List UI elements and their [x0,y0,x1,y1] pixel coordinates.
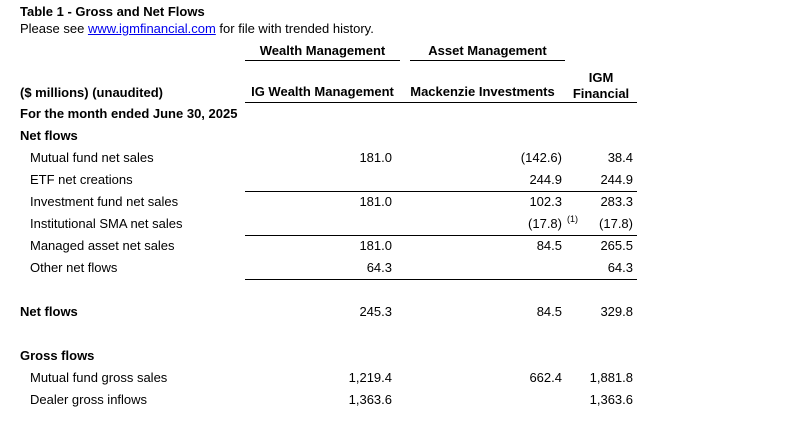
ig-wealth-value: 1,219.4 [348,370,392,385]
group-header-asset: Asset Management [400,42,565,61]
mackenzie-value: 662.4 [400,367,565,389]
ig-wealth-value [245,169,400,192]
table-row: Mutual fund net sales 181.0 (142.6) 38.4 [20,147,637,169]
column-header-units: ($ millions) (unaudited) [20,85,163,100]
row-label: Mutual fund net sales [30,150,154,165]
table-row: Gross flows [20,345,637,367]
igm-financial-value: 1,881.8 [589,370,633,385]
row-label: Gross flows [20,348,95,363]
column-header-igm-line2: Financial [572,86,630,101]
table-row: For the month ended June 30, 2025 [20,103,637,125]
column-header-mackenzie: Mackenzie Investments [400,61,565,103]
table-row [20,279,637,301]
ig-wealth-value: 1,363.6 [348,392,392,407]
igm-financial-value: 64.3 [565,257,637,280]
igm-financial-value: 38.4 [607,150,633,165]
ig-wealth-value [245,213,400,236]
igm-financial-value [565,125,637,147]
subtitle: Please see www.igmfinancial.com for file… [20,20,807,37]
group-header-wealth: Wealth Management [245,42,400,61]
mackenzie-value: 102.3 [400,191,565,213]
ig-wealth-value [245,103,400,125]
ig-wealth-value: 181.0 [359,238,392,253]
table-body: For the month ended June 30, 2025 Net fl… [20,103,637,411]
igmfinancial-link[interactable]: www.igmfinancial.com [87,21,216,36]
mackenzie-value-text: 84.5 [536,238,562,253]
mackenzie-value: 244.9 [400,169,565,192]
column-header-row: ($ millions) (unaudited) IG Wealth Manag… [20,61,637,103]
group-header-wealth-label: Wealth Management [245,42,400,61]
mackenzie-value [400,257,565,280]
row-label [20,279,245,301]
table-title: Table 1 - Gross and Net Flows [20,4,205,19]
row-label: Institutional SMA net sales [30,216,183,231]
mackenzie-value-text: 662.4 [529,370,562,385]
igm-financial-value: 1,363.6 [589,392,633,407]
row-label: Other net flows [30,260,118,275]
table-row: ETF net creations 244.9 244.9 [20,169,637,192]
row-label [20,323,245,345]
subtitle-suffix: for file with trended history. [215,21,374,36]
mackenzie-value: 84.5 [400,301,565,323]
row-label: Dealer gross inflows [30,392,148,407]
column-header-igm: IGM Financial [565,61,637,103]
row-label: For the month ended June 30, 2025 [20,106,238,121]
row-label: ETF net creations [30,172,133,187]
igm-financial-value [565,345,637,367]
igm-financial-value: (17.8) [565,213,637,236]
mackenzie-value [400,103,565,125]
row-label: Net flows [20,128,78,143]
igm-financial-value: 244.9 [565,169,637,192]
table-row: Dealer gross inflows 1,363.6 1,363.6 [20,389,637,411]
ig-wealth-value [245,323,400,345]
table-row: Net flows [20,125,637,147]
row-label: Investment fund net sales [30,194,179,209]
ig-wealth-value: 64.3 [245,257,400,280]
mackenzie-value-text: 102.3 [529,194,562,209]
ig-wealth-value: 181.0 [359,150,392,165]
row-label: Mutual fund gross sales [30,370,168,385]
mackenzie-value [400,279,565,301]
table-row: Other net flows 64.3 64.3 [20,257,637,280]
ig-wealth-value [245,345,400,367]
column-header-ig: IG Wealth Management [245,61,400,103]
table-row: Net flows 245.3 84.5 329.8 [20,301,637,323]
flows-table: Wealth Management Asset Management ($ mi… [20,41,637,411]
subtitle-prefix: Please see [20,21,88,36]
igm-financial-value [565,279,637,301]
ig-wealth-value: 245.3 [359,304,392,319]
mackenzie-value: 84.5 [400,235,565,257]
row-label: Net flows [20,304,78,319]
igm-financial-value [565,103,637,125]
table-row: Institutional SMA net sales (17.8) (1) (1… [20,213,637,236]
row-label: Managed asset net sales [30,238,175,253]
mackenzie-value-text: (142.6) [520,150,562,165]
igm-financial-value: 329.8 [600,304,633,319]
igm-financial-value [565,323,637,345]
mackenzie-value-text: 244.9 [529,172,562,187]
ig-wealth-value [245,125,400,147]
footnote-ref: (1) [567,214,578,224]
group-header-row: Wealth Management Asset Management [20,41,637,61]
ig-wealth-value [245,279,400,301]
mackenzie-value: (17.8) (1) [400,213,578,236]
mackenzie-value [400,323,565,345]
mackenzie-value-text: 84.5 [536,304,562,319]
column-header-igm-line1: IGM [588,70,614,85]
group-header-asset-label: Asset Management [410,42,565,61]
table-row: Investment fund net sales 181.0 102.3 28… [20,191,637,213]
table-row [20,323,637,345]
mackenzie-value [400,125,565,147]
mackenzie-value: (142.6) [400,147,565,169]
mackenzie-value [400,389,565,411]
igm-financial-value: 283.3 [600,194,633,209]
table-row: Managed asset net sales 181.0 84.5 265.5 [20,235,637,257]
mackenzie-value-text: (17.8) [528,216,562,231]
table-row: Mutual fund gross sales 1,219.4 662.4 1,… [20,367,637,389]
mackenzie-value [400,345,565,367]
igm-financial-value: 265.5 [600,238,633,253]
ig-wealth-value: 181.0 [359,194,392,209]
